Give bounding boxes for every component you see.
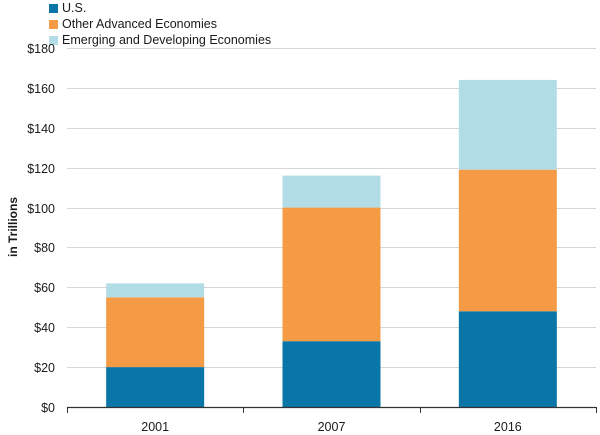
y-tick-label: $120 <box>27 162 55 176</box>
bar-segment-2007-2 <box>282 175 381 208</box>
bar-segment-2007-1 <box>282 207 381 342</box>
legend-label-emerging: Emerging and Developing Economies <box>62 33 272 47</box>
bar-segment-2001-0 <box>106 367 205 407</box>
y-tick-label: $60 <box>34 281 55 295</box>
y-tick-label: $0 <box>41 401 55 415</box>
bar-segment-2007-0 <box>282 341 381 407</box>
legend: U.S. Other Advanced Economies Emerging a… <box>49 0 271 48</box>
bar-segment-2001-2 <box>106 283 205 298</box>
y-tick-label: $140 <box>27 122 55 136</box>
legend-item-emerging: Emerging and Developing Economies <box>49 32 271 48</box>
bar-segment-2016-2 <box>458 79 557 170</box>
x-tick-label: 2001 <box>141 420 169 434</box>
y-axis-title: in Trillions <box>6 197 20 257</box>
bar-segment-2001-1 <box>106 297 205 368</box>
axes: $0 $20 $40 $60 $80 $100 $120 $140 $160 $180 2001 20… <box>27 42 597 434</box>
legend-item-other-advanced: Other Advanced Economies <box>49 16 271 32</box>
bar-segment-2016-0 <box>458 311 557 407</box>
y-tick-label: $80 <box>34 241 55 255</box>
x-tick-label: 2007 <box>318 420 346 434</box>
legend-swatch-us <box>49 3 58 13</box>
y-tick-label: $100 <box>27 202 55 216</box>
x-tick-label: 2016 <box>494 420 522 434</box>
legend-label-other-advanced: Other Advanced Economies <box>62 17 217 31</box>
legend-swatch-other-advanced <box>49 19 58 29</box>
bars <box>106 79 557 407</box>
y-tick-label: $20 <box>34 361 55 375</box>
legend-item-us: U.S. <box>49 0 271 16</box>
legend-label-us: U.S. <box>62 1 87 15</box>
y-tick-label: $40 <box>34 321 55 335</box>
legend-swatch-emerging <box>49 35 58 45</box>
y-tick-label: $180 <box>27 42 55 56</box>
y-tick-label: $160 <box>27 82 55 96</box>
bar-segment-2016-1 <box>458 169 557 312</box>
